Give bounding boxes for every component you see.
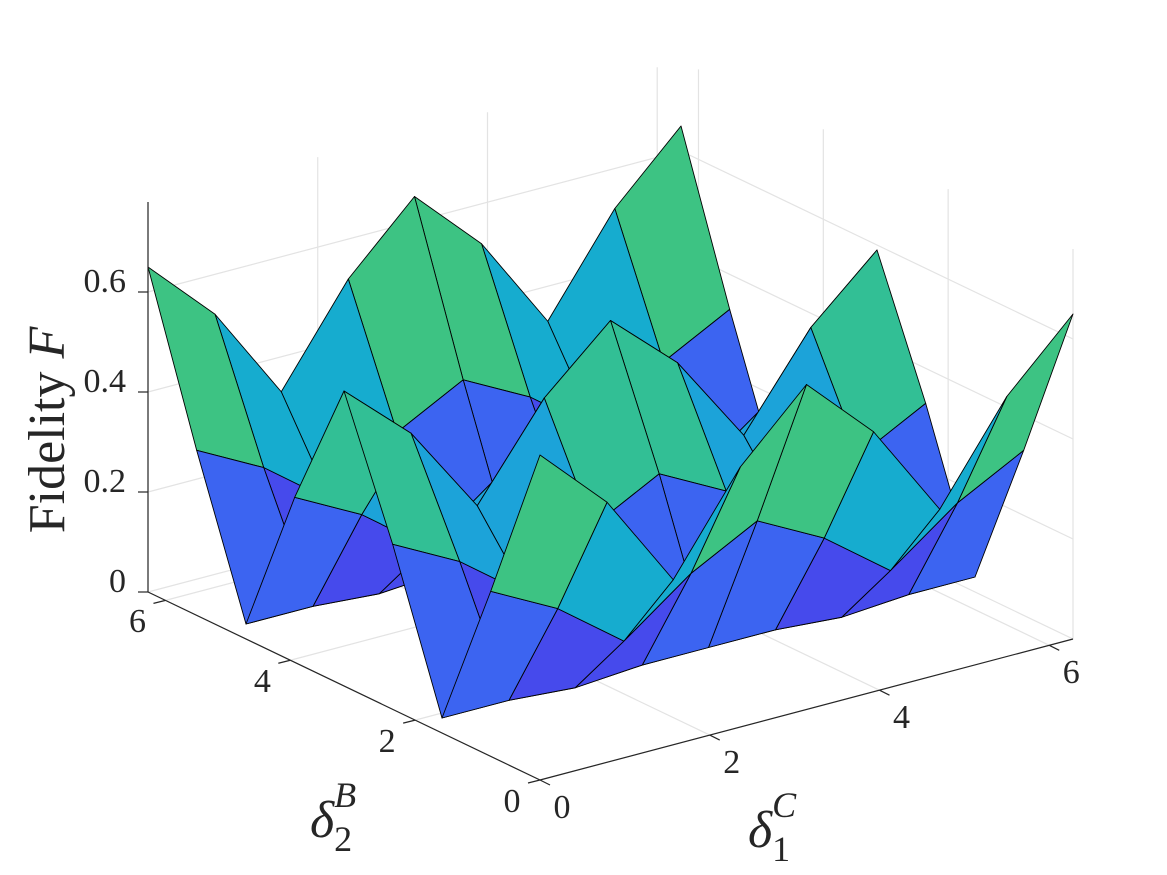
z-axis-label: Fidelity F	[19, 325, 76, 533]
x-tick-label: 0	[554, 789, 571, 826]
x-tick	[709, 734, 721, 741]
x-tick-label: 2	[723, 744, 740, 781]
x-axis-label: δ1C	[748, 785, 797, 869]
grid-line	[680, 150, 1074, 340]
x-tick	[1048, 644, 1060, 651]
y-tick	[527, 779, 541, 784]
y-tick	[278, 659, 291, 664]
y-tick-label: 0	[504, 783, 521, 820]
y-tick	[153, 599, 166, 604]
y-tick-label: 6	[129, 603, 146, 640]
surface-patch	[957, 313, 1074, 504]
x-tick-label: 4	[893, 699, 910, 736]
y-tick-label: 2	[379, 723, 396, 760]
x-tick	[879, 689, 890, 696]
surface-patch	[490, 454, 608, 610]
z-tick-label: 0.2	[84, 463, 127, 500]
y-tick	[403, 719, 416, 724]
z-tick-label: 0.4	[84, 363, 127, 400]
z-tick-label: 0	[109, 563, 126, 600]
surface	[147, 125, 1074, 719]
x-tick-label: 6	[1063, 654, 1080, 691]
y-axis-line	[147, 591, 541, 781]
x-tick	[539, 779, 551, 786]
y-axis-label: δ2B	[310, 775, 356, 859]
z-tick-label: 0.6	[84, 263, 127, 300]
y-tick-label: 4	[254, 663, 271, 700]
x-axis-line	[539, 638, 1074, 781]
